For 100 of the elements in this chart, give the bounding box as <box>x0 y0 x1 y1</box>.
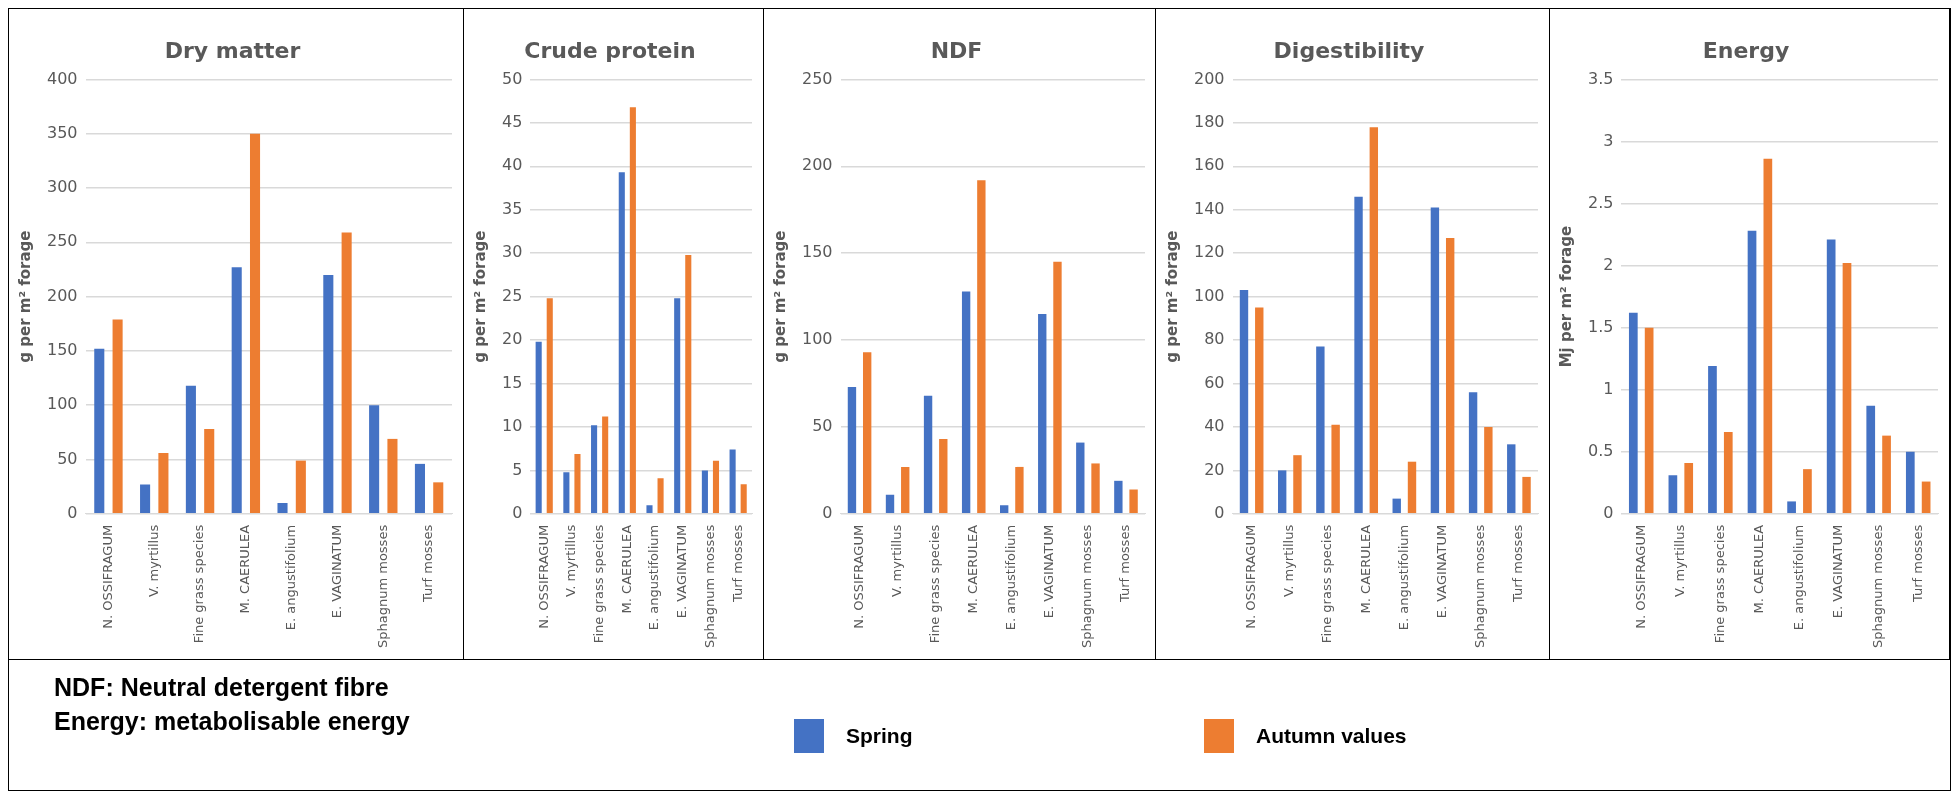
bar <box>673 298 681 514</box>
legend-label: Spring <box>846 724 913 748</box>
x-tick-label: Sphagnum mosses <box>701 524 717 648</box>
bar <box>1668 475 1678 514</box>
bar <box>546 298 553 514</box>
bar <box>414 463 425 514</box>
y-axis-title: g per m² forage <box>770 230 789 363</box>
y-tick-label: 20 <box>501 329 523 349</box>
chart-title: Dry matter <box>164 37 301 63</box>
y-axis-title: g per m² forage <box>15 230 34 363</box>
bar <box>1484 426 1493 514</box>
chart-title: NDF <box>930 37 982 63</box>
x-tick-label: V. myrtillus <box>1281 524 1297 597</box>
bar <box>590 425 597 514</box>
bar <box>1240 290 1249 514</box>
x-tick-label: V. myrtillus <box>145 524 161 597</box>
y-tick-label: 15 <box>501 372 523 392</box>
bar <box>976 180 986 514</box>
y-tick-label: 0 <box>821 502 833 522</box>
bar <box>740 484 747 514</box>
y-tick-label: 2.5 <box>1588 192 1614 212</box>
x-tick-label: Turf mosses <box>1116 524 1132 604</box>
bar <box>938 439 948 514</box>
y-tick-label: 2 <box>1603 254 1614 274</box>
bar <box>900 466 910 514</box>
y-tick-label: 50 <box>501 68 523 88</box>
bar <box>323 274 334 514</box>
x-tick-label: Sphagnum mosses <box>1472 524 1488 648</box>
y-tick-label: 30 <box>501 242 523 262</box>
x-tick-label: E. VAGINATUM <box>328 524 344 619</box>
legend-label: Autumn values <box>1256 724 1407 748</box>
x-tick-label: V. myrtillus <box>563 524 579 597</box>
bar <box>729 449 736 514</box>
y-tick-label: 3 <box>1603 130 1614 150</box>
x-tick-label: V. myrtillus <box>888 524 904 597</box>
y-tick-label: 3.5 <box>1588 68 1614 88</box>
bar <box>1644 327 1654 514</box>
bar <box>1354 196 1364 514</box>
x-tick-label: E. angustifolium <box>646 524 662 631</box>
y-axis-title: Mj per m² forage <box>1557 225 1576 368</box>
x-tick-label: Turf mosses <box>1909 524 1925 604</box>
y-tick-label: 150 <box>801 242 833 262</box>
y-tick-label: 100 <box>1194 285 1225 305</box>
x-tick-label: Turf mosses <box>729 524 745 604</box>
y-tick-label: 400 <box>46 68 78 88</box>
bar <box>1037 313 1047 514</box>
bar <box>563 472 570 514</box>
x-tick-label: M. CAERULEA <box>237 524 253 614</box>
bar <box>1331 424 1341 514</box>
bar <box>1708 366 1718 514</box>
chart-title: Energy <box>1702 37 1790 63</box>
y-tick-label: 0 <box>67 502 78 522</box>
x-tick-label: Fine grass species <box>926 524 942 644</box>
text: Energy: metabolisable energy <box>54 706 411 737</box>
bar <box>601 416 608 514</box>
x-tick-label: N. OSSIFRAGUM <box>99 524 115 629</box>
bar <box>1113 480 1123 514</box>
bar <box>231 267 242 514</box>
bar <box>369 405 380 514</box>
y-axis-title: g per m² forage <box>1163 230 1182 363</box>
bar <box>1075 442 1085 514</box>
y-tick-label: 25 <box>501 285 523 305</box>
y-tick-label: 180 <box>1194 112 1225 131</box>
bar <box>1446 237 1455 514</box>
x-tick-label: E. VAGINATUM <box>1830 524 1846 619</box>
x-tick-label: E. VAGINATUM <box>673 524 689 619</box>
bar <box>685 254 692 514</box>
bar <box>1392 498 1402 514</box>
y-tick-label: 10 <box>501 416 523 436</box>
x-tick-label: Fine grass species <box>590 524 606 644</box>
bar <box>1052 261 1062 514</box>
bar <box>140 484 151 514</box>
x-tick-label: E. angustifolium <box>1396 524 1412 631</box>
bar <box>574 453 581 514</box>
y-tick-label: 0 <box>1603 502 1614 522</box>
chart-title: Crude protein <box>524 37 696 63</box>
bar <box>1316 346 1325 514</box>
y-tick-label: 60 <box>1204 372 1225 392</box>
y-tick-label: 200 <box>801 155 833 175</box>
y-tick-label: 1.5 <box>1588 316 1614 336</box>
y-tick-label: 0.5 <box>1588 440 1614 460</box>
bar <box>1803 469 1812 514</box>
x-tick-label: Fine grass species <box>1319 524 1335 644</box>
y-tick-label: 1 <box>1603 378 1614 398</box>
bar <box>712 460 719 514</box>
bar <box>1684 462 1694 514</box>
bar <box>1431 207 1440 514</box>
bar <box>646 505 653 514</box>
bar <box>1522 476 1532 514</box>
y-tick-label: 120 <box>1194 242 1225 262</box>
bar <box>94 348 105 514</box>
x-tick-label: N. OSSIFRAGUM <box>1632 524 1648 629</box>
text: NDF: Neutral detergent fibre <box>54 672 390 703</box>
x-tick-label: M. CAERULEA <box>618 524 634 614</box>
bar <box>1629 312 1638 514</box>
bar <box>961 291 970 514</box>
bar <box>885 494 894 514</box>
bar <box>1866 405 1876 514</box>
bar <box>112 319 123 514</box>
bar <box>295 460 306 514</box>
